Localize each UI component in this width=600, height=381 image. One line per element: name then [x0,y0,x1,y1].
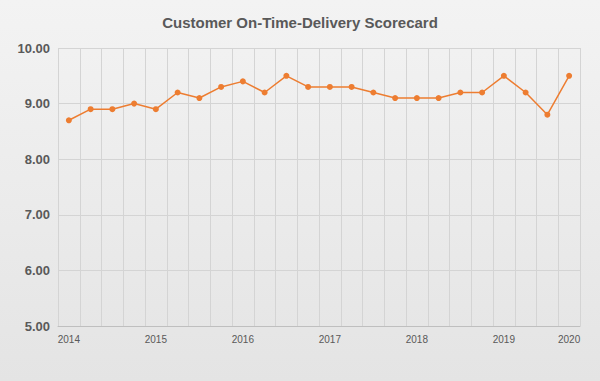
svg-text:2020: 2020 [558,334,581,345]
svg-text:7.00: 7.00 [25,207,50,222]
svg-text:9.00: 9.00 [25,96,50,111]
svg-text:2014: 2014 [58,334,81,345]
svg-text:2018: 2018 [406,334,429,345]
svg-text:2015: 2015 [145,334,168,345]
svg-text:5.00: 5.00 [25,319,50,334]
svg-text:2019: 2019 [493,334,516,345]
svg-text:Customer On-Time-Delivery Scor: Customer On-Time-Delivery Scorecard [162,14,438,31]
svg-text:2017: 2017 [319,334,342,345]
svg-text:8.00: 8.00 [25,152,50,167]
svg-text:10.00: 10.00 [17,41,50,56]
svg-text:6.00: 6.00 [25,263,50,278]
svg-text:2016: 2016 [232,334,255,345]
